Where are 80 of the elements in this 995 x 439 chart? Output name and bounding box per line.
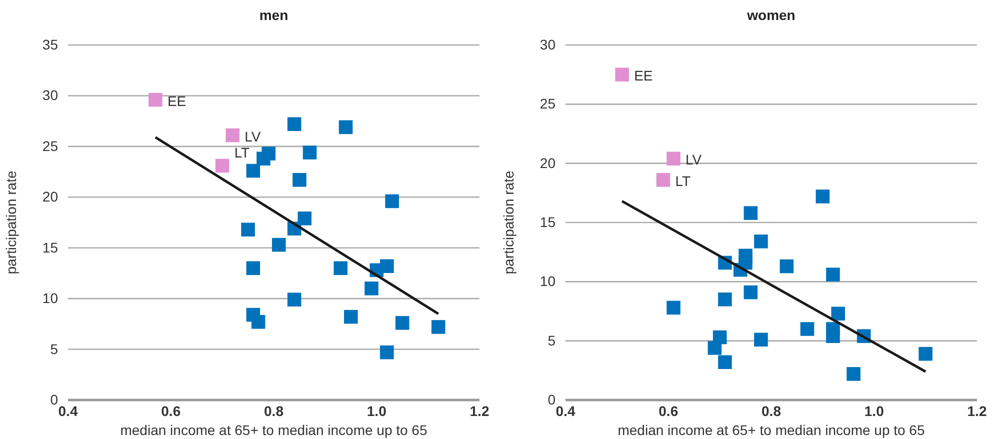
point <box>831 306 846 321</box>
x-tick-label: 1.0 <box>864 402 884 419</box>
point <box>334 261 348 276</box>
x-tick-label: 0.8 <box>762 402 782 419</box>
point <box>738 256 752 270</box>
y-tick-label: 5 <box>548 332 556 348</box>
point <box>148 92 162 107</box>
annotation: LT <box>675 172 691 189</box>
y-tick-label: 0 <box>50 391 58 408</box>
x-tick-label: 0.6 <box>161 402 181 419</box>
y-axis-title: participation rate <box>500 170 516 274</box>
y-tick-label: 10 <box>540 273 556 290</box>
y-tick-label: 30 <box>42 87 58 104</box>
y-tick-label: 30 <box>540 36 556 52</box>
point <box>256 152 270 166</box>
point <box>298 212 312 226</box>
point <box>241 222 255 236</box>
point <box>287 117 302 132</box>
chart-title: women <box>746 7 796 23</box>
x-tick-label: 1.2 <box>470 402 490 419</box>
point <box>754 234 768 248</box>
annotation: LT <box>234 144 250 161</box>
y-tick-label: 5 <box>50 340 58 357</box>
x-tick-label: 0.6 <box>658 402 678 419</box>
point <box>380 345 394 360</box>
point <box>744 206 758 220</box>
point <box>800 322 814 336</box>
y-tick-label: 10 <box>42 290 58 306</box>
point <box>780 259 794 274</box>
x-axis-title: median income at 65+ to median income up to 65 <box>618 422 925 438</box>
y-tick-label: 20 <box>540 154 556 171</box>
y-tick-label: 15 <box>42 239 58 256</box>
point <box>287 292 302 306</box>
point <box>385 194 399 208</box>
point <box>718 292 732 306</box>
point <box>826 268 840 282</box>
x-tick-label: 1.0 <box>366 402 387 419</box>
point <box>431 320 446 334</box>
annotation: LV <box>244 128 262 144</box>
annotation: LV <box>686 152 702 168</box>
y-tick-label: 25 <box>42 138 58 154</box>
point <box>744 285 758 300</box>
x-tick-label: 0.4 <box>58 402 78 419</box>
point <box>708 341 722 355</box>
annotation: EE <box>167 92 186 109</box>
point <box>251 315 266 329</box>
y-tick-label: 25 <box>540 96 556 112</box>
point <box>826 322 840 336</box>
point <box>754 332 768 347</box>
point <box>718 355 732 370</box>
y-tick-label: 15 <box>540 214 556 230</box>
point <box>816 190 830 204</box>
point <box>666 300 680 315</box>
x-axis-title: median income at 65+ to median income up to 65 <box>120 422 428 438</box>
point <box>292 173 306 187</box>
point <box>395 316 410 330</box>
x-tick-label: 0.4 <box>556 402 576 419</box>
x-tick-label: 1.2 <box>967 402 987 419</box>
point <box>215 158 230 173</box>
y-tick-label: 35 <box>42 36 58 52</box>
point <box>246 164 260 178</box>
x-tick-label: 0.8 <box>264 402 284 419</box>
point <box>344 310 358 324</box>
chart-title: men <box>259 7 288 23</box>
point <box>846 367 860 381</box>
y-axis-title: participation rate <box>3 170 19 274</box>
y-tick-label: 0 <box>548 391 556 408</box>
point <box>656 173 670 187</box>
point <box>226 128 240 142</box>
point <box>302 146 317 160</box>
point <box>380 259 394 274</box>
point <box>666 152 680 166</box>
point <box>246 261 260 276</box>
y-tick-label: 20 <box>42 188 58 205</box>
point <box>364 282 378 296</box>
point <box>338 120 353 134</box>
point <box>272 238 286 252</box>
annotation: EE <box>634 68 653 84</box>
point <box>615 68 629 82</box>
point <box>918 346 932 361</box>
